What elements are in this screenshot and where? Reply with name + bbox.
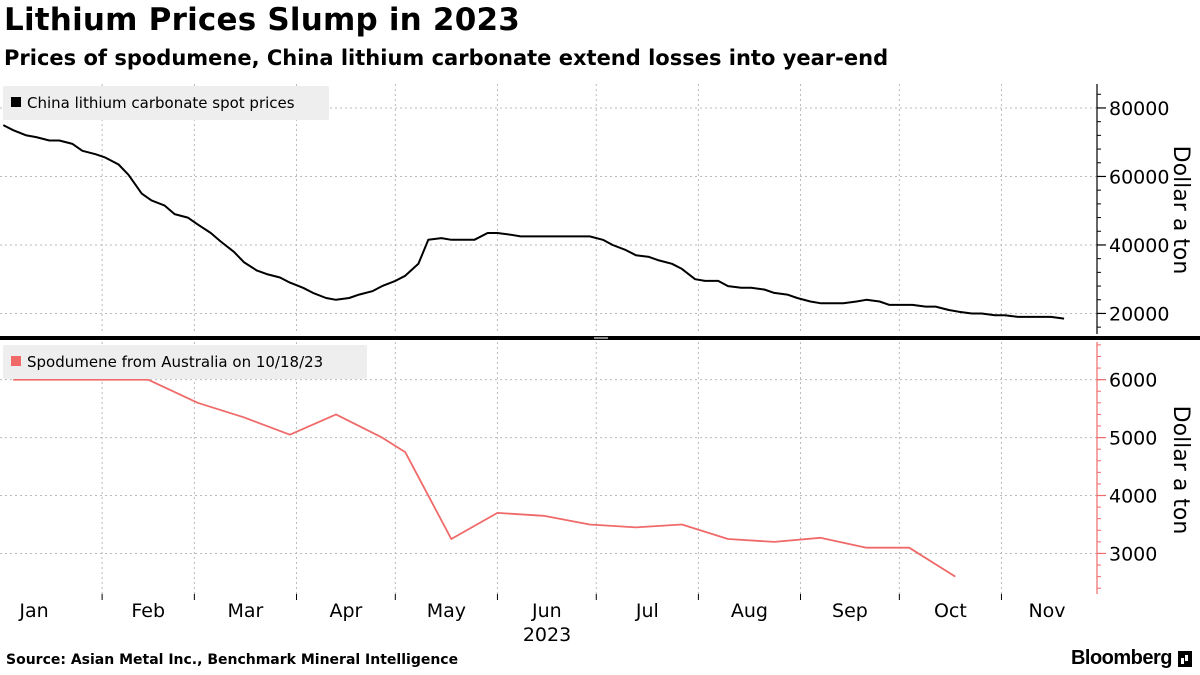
x-tick-label: Feb xyxy=(131,600,165,622)
x-tick-label: Apr xyxy=(329,600,362,622)
x-tick-label: May xyxy=(427,600,466,622)
bloomberg-logo: Bloomberg xyxy=(1071,647,1192,670)
grid-layer xyxy=(0,84,1097,594)
y-tick-label: 5000 xyxy=(1109,428,1157,450)
top-y-label: Dollar a ton xyxy=(1168,146,1193,275)
y-tick-label: 40000 xyxy=(1109,235,1169,257)
panel-divider xyxy=(0,336,1200,340)
x-axis: 2023 Jan Feb Mar Apr May Jun Jul Aug Sep Oct Nov xyxy=(18,594,1066,646)
x-tick-label: Sep xyxy=(832,600,868,622)
y-tick-label: 3000 xyxy=(1109,543,1157,565)
x-tick-label: Jul xyxy=(635,600,659,622)
y-tick-label: 6000 xyxy=(1109,370,1157,392)
x-tick-label: Jan xyxy=(18,600,48,622)
series-line xyxy=(13,378,956,578)
x-tick-label: Aug xyxy=(731,600,768,622)
bottom-panel: Dollar a ton 3000 4000 5000 6000 Spodumene f… xyxy=(3,342,1193,594)
top-legend-label: China lithium carbonate spot prices xyxy=(27,94,295,112)
source-note: Source: Asian Metal Inc., Benchmark Mine… xyxy=(6,652,459,668)
bottom-legend-label: Spodumene from Australia on 10/18/23 xyxy=(27,353,323,371)
x-tick-label: Mar xyxy=(227,600,263,622)
top-panel: Dollar a ton 20000 40000 60000 80000 China l… xyxy=(2,84,1193,334)
x-tick-label: Oct xyxy=(934,600,967,622)
bottom-legend-swatch xyxy=(11,356,21,366)
top-legend-box xyxy=(3,86,329,120)
y-tick-label: 20000 xyxy=(1109,303,1169,325)
bloomberg-mark-icon xyxy=(1178,650,1192,667)
top-legend-swatch xyxy=(11,97,21,107)
x-tick-label: Jun xyxy=(531,600,562,622)
brand-name: Bloomberg xyxy=(1070,647,1173,669)
y-tick-label: 60000 xyxy=(1109,166,1169,188)
y-tick-label: 4000 xyxy=(1109,486,1157,508)
y-tick-label: 80000 xyxy=(1109,98,1169,120)
chart-title: Lithium Prices Slump in 2023 xyxy=(4,2,521,38)
x-tick-label: Nov xyxy=(1028,600,1065,622)
bottom-legend-box xyxy=(3,345,367,379)
x-year-label: 2023 xyxy=(523,624,571,646)
bottom-y-label: Dollar a ton xyxy=(1168,406,1193,535)
chart-subtitle: Prices of spodumene, China lithium carbo… xyxy=(4,46,889,70)
series-line xyxy=(2,124,1065,320)
